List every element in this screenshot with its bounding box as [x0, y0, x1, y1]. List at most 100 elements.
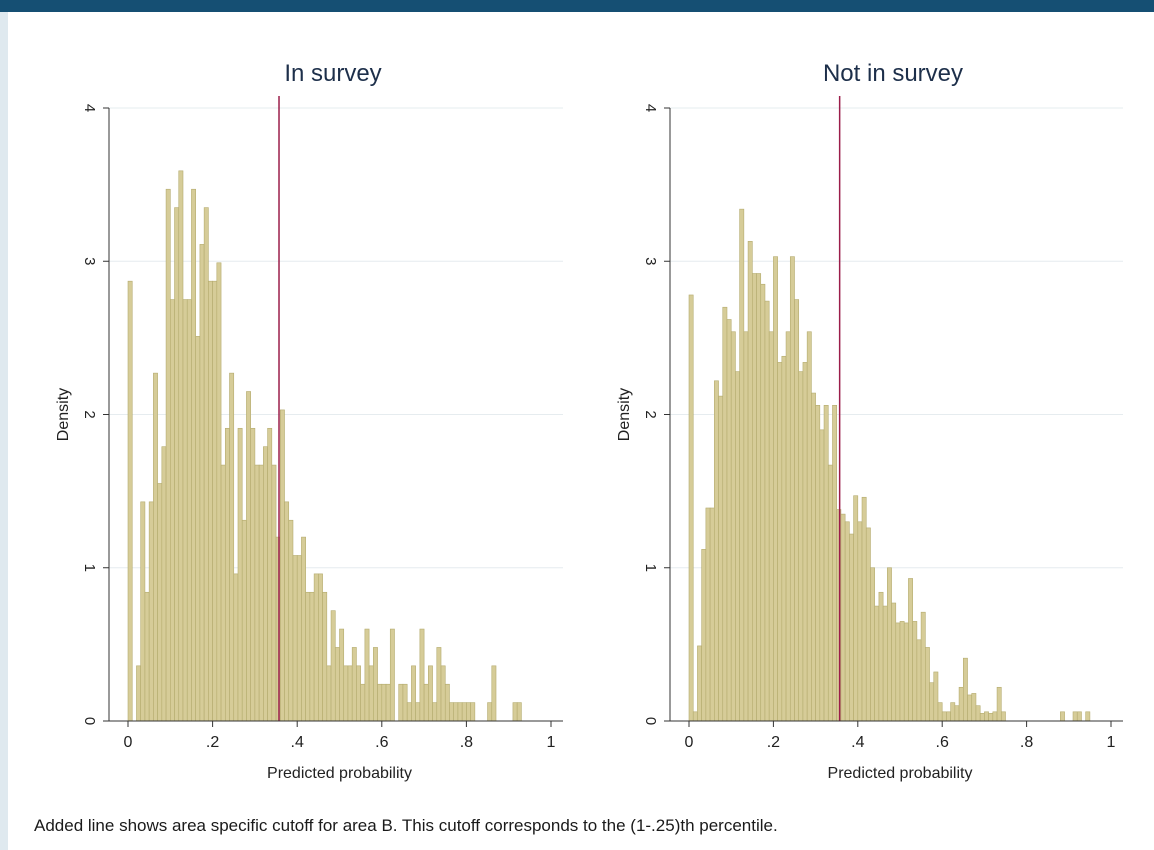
histogram-bar	[161, 446, 167, 722]
y-tick-label: 3	[642, 257, 659, 265]
histogram-bar	[958, 686, 964, 722]
y-tick-label: 1	[81, 564, 98, 572]
histogram-bar	[203, 207, 209, 722]
histogram-bar	[747, 241, 753, 722]
histogram-bar	[967, 694, 973, 722]
histogram-bar	[1000, 711, 1006, 722]
histogram-bar	[760, 283, 766, 722]
histogram-bar	[326, 665, 332, 722]
histogram-bar	[457, 702, 463, 722]
histogram-bar	[423, 683, 429, 722]
histogram-bar	[916, 639, 922, 722]
histogram-bar	[823, 405, 829, 722]
histogram-not-in-survey: 0 1 2 3 4 0 .2 .4 .6 .8 1 Predicted probability Dens…	[616, 60, 1123, 782]
histogram-bar	[516, 702, 522, 722]
histogram-bar	[208, 280, 213, 722]
histogram-bar	[250, 427, 256, 722]
histogram-bar	[153, 372, 158, 722]
histogram-bar	[212, 280, 218, 722]
histogram-bar	[1076, 711, 1082, 722]
histogram-bar	[170, 299, 175, 722]
histogram-bar	[411, 665, 416, 722]
histogram-bar	[946, 711, 951, 722]
histogram-bar	[857, 521, 863, 722]
histogram-bar	[330, 610, 336, 722]
histogram-bar	[258, 464, 264, 722]
histogram-bar	[360, 683, 366, 722]
histogram-bar	[182, 299, 188, 722]
histogram-bar	[402, 683, 408, 722]
histogram-bar	[318, 573, 323, 722]
histogram-bar	[794, 299, 800, 722]
histogram-bar	[722, 306, 728, 722]
histogram-bar	[718, 395, 724, 722]
histogram-bar	[178, 170, 184, 722]
histogram-bar	[785, 331, 791, 722]
histogram-bar	[406, 702, 412, 722]
histogram-bar	[216, 262, 222, 722]
histogram-bar	[992, 711, 998, 722]
histogram-bar	[453, 702, 459, 722]
histogram-bar	[364, 628, 370, 722]
histogram-bar	[697, 645, 702, 722]
histogram-bar	[688, 294, 694, 722]
histogram-bar	[436, 647, 442, 722]
histogram-bar	[756, 273, 762, 722]
histogram-bar	[714, 380, 719, 722]
histogram-bar	[174, 207, 180, 722]
histogram-bar	[136, 665, 141, 722]
histogram-bar	[819, 429, 825, 722]
histogram-bar	[351, 647, 357, 722]
histogram-bar	[444, 683, 450, 722]
histogram-bar	[709, 507, 715, 722]
histogram-bar	[165, 188, 171, 722]
histogram-bar	[267, 427, 273, 722]
histogram-bar	[895, 622, 901, 722]
histogram-bar	[381, 683, 387, 722]
histogram-bar	[925, 647, 930, 722]
histogram-bar	[127, 280, 133, 722]
x-tick-label: 0	[124, 734, 133, 751]
y-axis-label: Density	[55, 388, 72, 441]
histogram-bar	[937, 702, 943, 722]
window-top-bar	[0, 0, 1154, 12]
histogram-bar	[428, 665, 433, 722]
histogram-bar	[301, 536, 306, 722]
histogram-bar	[148, 501, 154, 722]
y-tick-label: 1	[642, 564, 659, 572]
y-axis-label: Density	[616, 388, 633, 441]
histogram-bar	[419, 628, 425, 722]
histogram-bar	[773, 256, 778, 722]
histogram-bar	[912, 621, 918, 722]
histogram-bar	[789, 256, 795, 722]
histogram-bar	[984, 711, 989, 722]
histogram-bar	[751, 273, 757, 722]
histogram-bar	[891, 602, 897, 722]
histogram-bar	[398, 683, 404, 722]
chart-title: In survey	[284, 60, 381, 87]
histogram-bar	[806, 331, 812, 722]
histogram-bar	[233, 573, 239, 722]
histogram-bar	[887, 567, 892, 722]
histogram-bar	[440, 665, 446, 722]
histogram-bar	[865, 527, 871, 722]
histogram-bar	[899, 621, 905, 722]
x-tick-label: .4	[291, 734, 304, 751]
histogram-bar	[377, 683, 383, 722]
histogram-bar	[271, 464, 277, 722]
histogram-bar	[432, 702, 438, 722]
histogram-bar	[870, 567, 875, 722]
histogram-bar	[802, 362, 808, 722]
y-tick-label: 3	[81, 257, 98, 265]
histogram-bar	[815, 405, 821, 722]
histogram-bar	[988, 713, 994, 722]
histogram-bar	[339, 628, 345, 722]
histogram-bar	[461, 702, 467, 722]
histogram-bar	[933, 671, 939, 722]
y-tick-label: 2	[642, 410, 659, 418]
histogram-bar	[512, 702, 518, 722]
histogram-bar	[246, 391, 251, 722]
histogram-bar	[309, 591, 315, 722]
histogram-bar	[313, 573, 319, 722]
histogram-bar	[415, 702, 421, 722]
